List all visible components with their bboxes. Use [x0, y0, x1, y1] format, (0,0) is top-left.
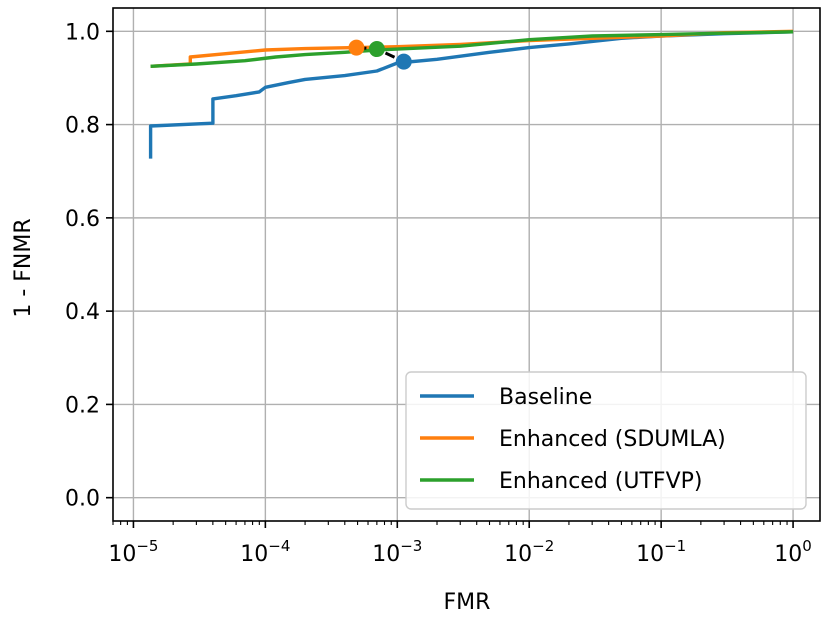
y-tick-label: 1.0 — [65, 20, 100, 45]
x-tick-label: 10−3 — [372, 537, 422, 567]
x-tick-exponent: −1 — [664, 537, 686, 555]
operating-point-marker-2 — [368, 41, 385, 58]
x-tick-base: 10 — [372, 542, 400, 567]
legend-label-1: Enhanced (SDUMLA) — [499, 427, 726, 452]
series-lines — [148, 29, 794, 159]
x-tick-exponent: −4 — [268, 537, 290, 555]
legend-label-2: Enhanced (UTFVP) — [499, 469, 702, 494]
x-tick-label: 10−2 — [504, 537, 554, 567]
operating-point-marker-1 — [348, 39, 365, 56]
legend-label-0: Baseline — [499, 385, 592, 410]
axes: 10−5 10−4 10−3 10−2 10−1 1000.00.20.40.60.81.… — [65, 7, 821, 567]
y-tick-label: 0.8 — [65, 114, 100, 139]
x-tick-base: 10 — [636, 542, 664, 567]
x-tick-base: 10 — [774, 542, 802, 567]
x-tick-label: 10−5 — [108, 537, 158, 567]
y-tick-label: 0.0 — [65, 487, 100, 512]
x-tick-base: 10 — [108, 542, 136, 567]
axes-frame — [112, 7, 821, 522]
operating-point-markers — [348, 39, 412, 70]
x-tick-label: 10−4 — [240, 537, 290, 567]
y-tick-label: 0.4 — [65, 300, 100, 325]
grid — [113, 8, 820, 521]
x-tick-exponent: −2 — [532, 537, 554, 555]
operating-point-marker-0 — [395, 53, 412, 70]
y-tick-label: 0.2 — [65, 393, 100, 418]
legend-box — [405, 371, 807, 510]
legend: Baseline Enhanced (SDUMLA) Enhanced (UTFVP… — [405, 371, 807, 510]
x-tick-label: 10−1 — [636, 537, 686, 567]
y-tick-label: 0.6 — [65, 207, 100, 232]
y-axis-label: 1 - FNMR — [11, 218, 36, 317]
x-tick-exponent: −3 — [400, 537, 422, 555]
x-axis-label: FMR — [444, 590, 491, 615]
x-tick-base: 10 — [240, 542, 268, 567]
x-tick-exponent: 0 — [802, 537, 812, 555]
x-tick-exponent: −5 — [136, 537, 158, 555]
x-tick-base: 10 — [504, 542, 532, 567]
x-tick-label: 100 — [774, 537, 812, 567]
series-line-2 — [150, 30, 794, 68]
